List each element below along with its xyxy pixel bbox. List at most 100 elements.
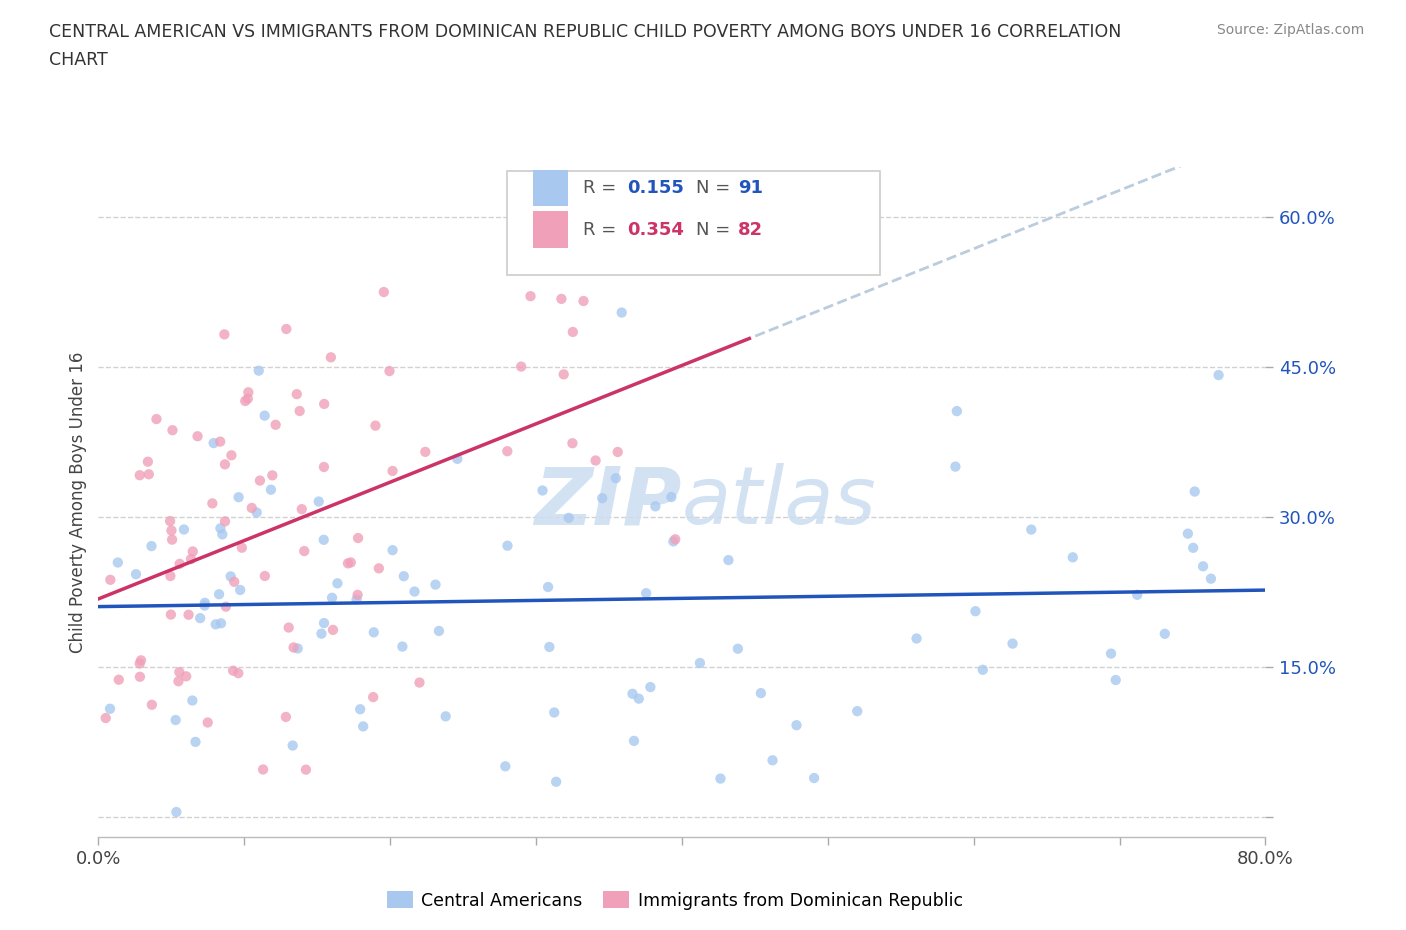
Point [98, 701, 121, 716]
Point [246, 505, 269, 520]
Point [347, 531, 370, 546]
Point [129, 653, 152, 668]
Point [197, 715, 219, 730]
Point [231, 540, 253, 555]
Point [326, 576, 349, 591]
Point [346, 592, 368, 607]
Point [623, 734, 645, 749]
Point [339, 555, 361, 570]
Point [404, 584, 426, 599]
Point [1105, 672, 1128, 687]
Point [537, 579, 560, 594]
Point [561, 325, 583, 339]
Point [1182, 540, 1205, 555]
Point [727, 642, 749, 657]
Point [322, 622, 344, 637]
Point [238, 385, 260, 400]
Point [945, 459, 967, 474]
Point [136, 454, 159, 469]
Point [1177, 526, 1199, 541]
Point [640, 680, 662, 695]
Point [689, 656, 711, 671]
Point [281, 738, 304, 753]
Text: N =: N = [696, 179, 735, 197]
Point [277, 620, 299, 635]
Point [201, 496, 224, 511]
Point [226, 666, 249, 681]
Point [585, 453, 607, 468]
Point [364, 418, 387, 433]
Point [295, 763, 318, 777]
Point [253, 568, 276, 583]
Point [287, 641, 309, 656]
Point [194, 595, 217, 610]
Point [392, 569, 415, 584]
FancyBboxPatch shape [508, 171, 880, 274]
Point [94, 711, 117, 725]
Point [264, 418, 287, 432]
Point [202, 435, 225, 450]
Point [749, 685, 772, 700]
Point [292, 544, 315, 559]
Point [249, 473, 271, 488]
Point [621, 686, 644, 701]
Text: atlas: atlas [682, 463, 877, 541]
Point [606, 445, 628, 459]
Point [188, 611, 211, 626]
Y-axis label: Child Poverty Among Boys Under 16: Child Poverty Among Boys Under 16 [69, 352, 87, 653]
Point [946, 404, 969, 418]
Point [1192, 559, 1215, 574]
Point [129, 670, 152, 684]
Point [561, 436, 583, 451]
Point [224, 575, 246, 590]
Point [627, 691, 650, 706]
Point [378, 364, 401, 379]
Point [546, 775, 568, 790]
Point [786, 718, 808, 733]
Point [194, 598, 217, 613]
Point [1126, 588, 1149, 603]
Point [160, 523, 183, 538]
Point [233, 393, 256, 408]
Point [160, 607, 183, 622]
FancyBboxPatch shape [533, 169, 568, 206]
Text: 0.354: 0.354 [627, 220, 683, 238]
Point [240, 500, 263, 515]
FancyBboxPatch shape [533, 211, 568, 248]
Point [125, 566, 148, 581]
Point [312, 532, 335, 547]
Point [381, 463, 404, 478]
Point [181, 544, 204, 559]
Point [846, 704, 869, 719]
Point [204, 617, 226, 631]
Point [274, 710, 297, 724]
Point [312, 616, 335, 631]
Point [208, 587, 231, 602]
Point [215, 599, 238, 614]
Point [591, 491, 613, 506]
Point [165, 712, 187, 727]
Point [169, 556, 191, 571]
Point [446, 451, 468, 466]
Point [160, 532, 183, 547]
Point [550, 291, 572, 306]
Point [662, 534, 685, 549]
Point [209, 521, 232, 536]
Point [159, 568, 181, 583]
Text: 91: 91 [738, 179, 763, 197]
Point [145, 412, 167, 427]
Point [211, 527, 233, 542]
Point [169, 665, 191, 680]
Point [659, 489, 682, 504]
Point [965, 604, 987, 618]
Text: N =: N = [696, 220, 735, 238]
Point [229, 582, 252, 597]
Point [214, 327, 236, 342]
Point [165, 804, 187, 819]
Point [367, 561, 389, 576]
Point [321, 591, 343, 605]
Point [253, 408, 276, 423]
Point [219, 569, 242, 584]
Point [1099, 646, 1122, 661]
Point [636, 586, 658, 601]
